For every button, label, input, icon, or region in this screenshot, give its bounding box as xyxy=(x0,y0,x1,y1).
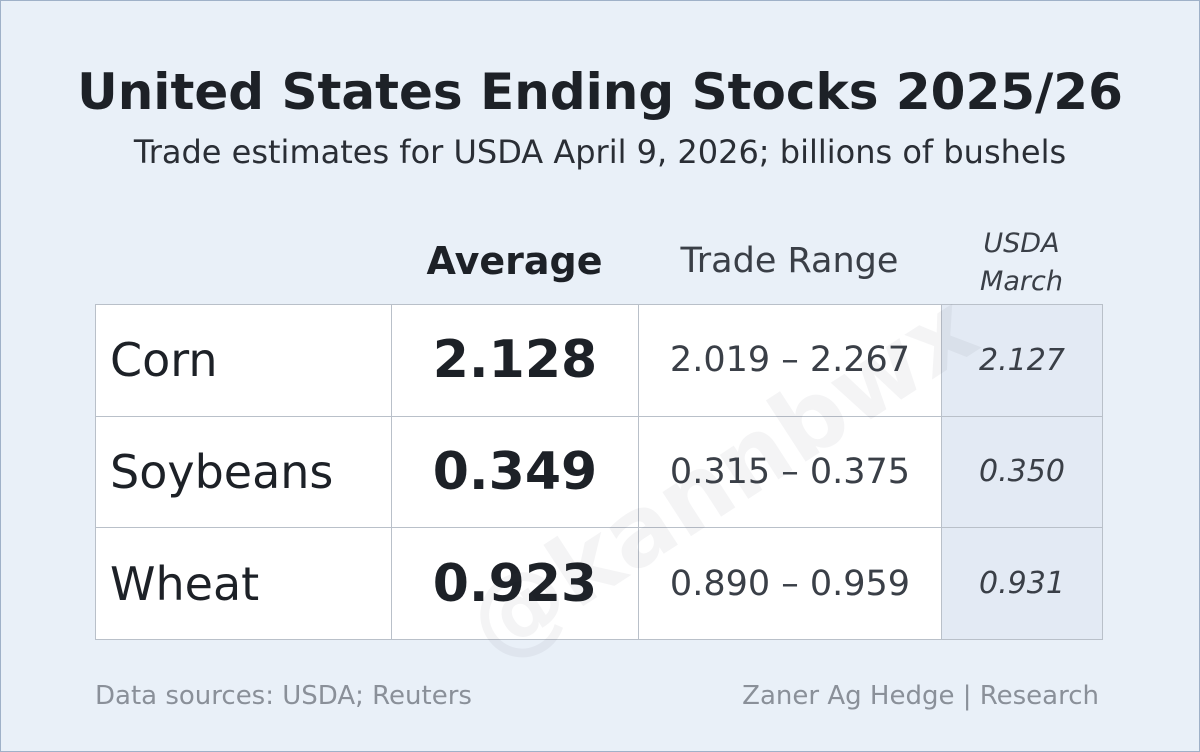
subtitle: Trade estimates for USDA April 9, 2026; … xyxy=(133,133,1067,171)
footer-source: Data sources: USDA; Reuters xyxy=(95,681,472,711)
table: Corn 2.128 2.019 – 2.267 2.127 Soybeans 0.349… xyxy=(95,304,1103,640)
trade-range: 0.890 – 0.959 xyxy=(638,527,942,640)
usda-march: 0.931 xyxy=(941,527,1103,640)
column-header: USDA March xyxy=(980,228,1063,297)
average: 2.128 xyxy=(391,304,639,417)
footer-credit: Zaner Ag Hedge | Research xyxy=(742,681,1099,711)
usda-march: 0.350 xyxy=(941,415,1103,529)
average: 0.349 xyxy=(391,415,639,529)
trade-range: 2.019 – 2.267 xyxy=(638,304,942,417)
row-label: Wheat xyxy=(95,527,392,640)
average: 0.923 xyxy=(391,527,639,640)
row-label: Soybeans xyxy=(95,415,392,529)
usda-march: 2.127 xyxy=(941,304,1103,417)
title: United States Ending Stocks 2025/26 xyxy=(77,63,1123,121)
trade-range: 0.315 – 0.375 xyxy=(638,415,942,529)
column-header: Average xyxy=(426,239,603,283)
column-header: Trade Range xyxy=(680,241,899,281)
row-label: Corn xyxy=(95,304,392,417)
